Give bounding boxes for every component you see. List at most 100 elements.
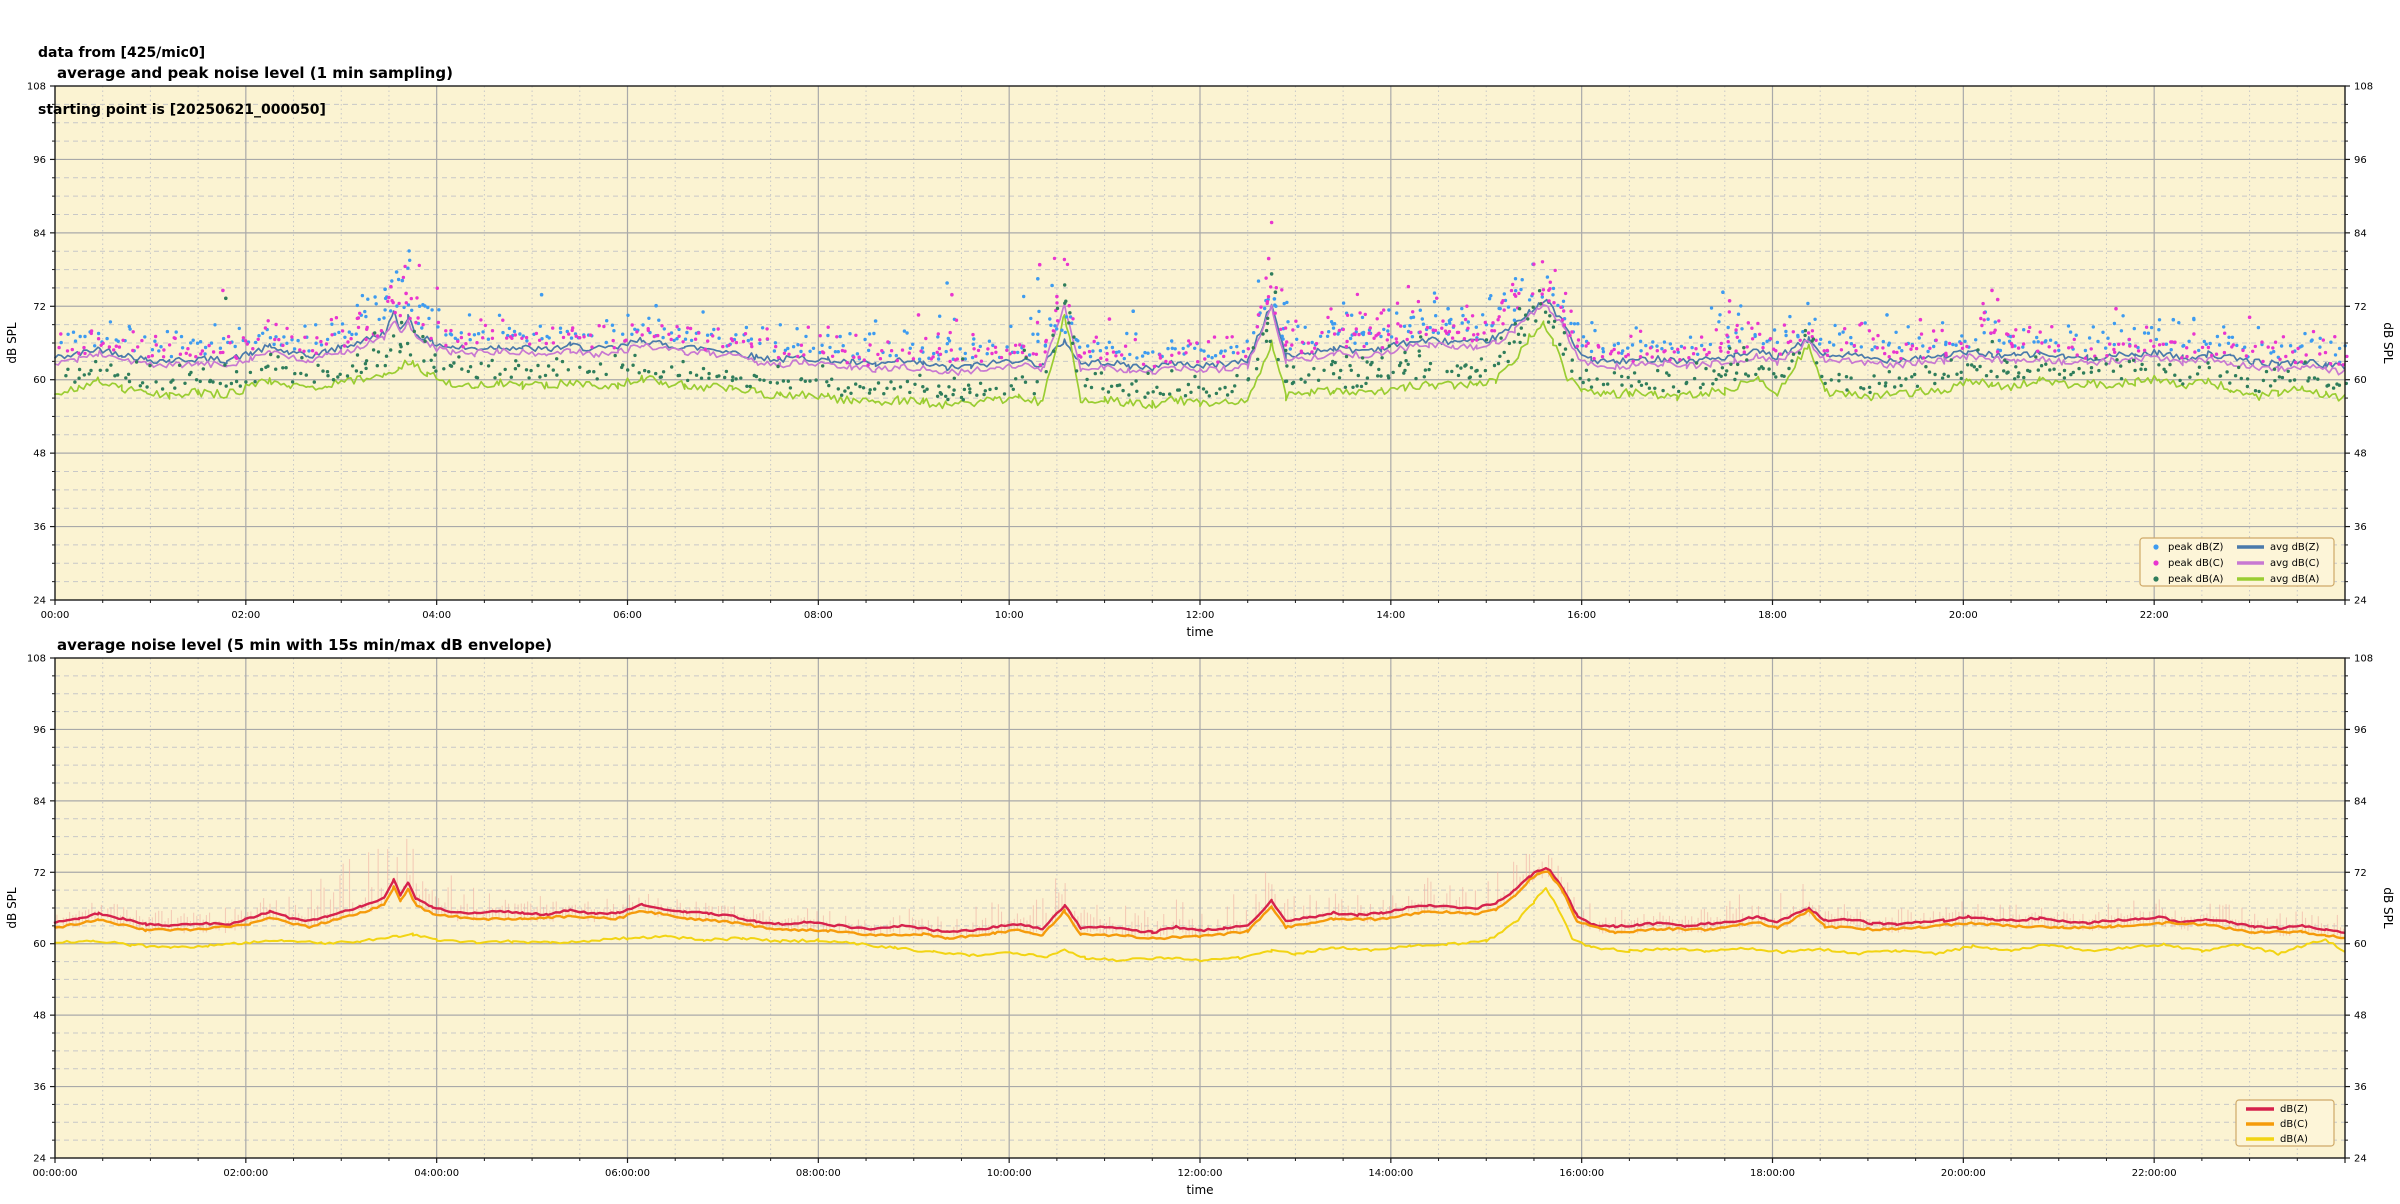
y-tick-label-left: 24 [33,596,46,607]
scatter-point [1558,342,1562,347]
scatter-point [1222,354,1226,359]
scatter-point [1099,356,1103,360]
scatter-point [885,386,889,390]
scatter-point [1498,306,1502,311]
x-tick-label: 14:00:00 [1368,1168,1413,1179]
scatter-point [1970,363,1974,367]
scatter-point [1568,333,1572,338]
scatter-point [150,354,154,358]
scatter-point [1982,318,1986,322]
scatter-point [459,335,464,340]
scatter-point [1839,348,1844,352]
scatter-point [235,356,239,360]
scatter-point [444,329,448,333]
scatter-point [1982,311,1987,315]
scatter-point [66,367,70,371]
scatter-point [1782,323,1787,327]
scatter-point [154,380,158,384]
scatter-point [340,329,345,333]
scatter-point [1514,294,1518,298]
scatter-point [1998,348,2003,353]
scatter-point [226,334,231,339]
scatter-point [1512,318,1517,322]
scatter-point [963,351,967,356]
scatter-point [827,383,831,388]
scatter-point [1204,390,1209,394]
scatter-point [188,353,192,357]
scatter-point [1422,375,1427,379]
scatter-point [1189,390,1193,394]
scatter-outlier [1995,297,2000,302]
scatter-point [604,372,608,377]
scatter-point [2193,350,2197,354]
scatter-point [991,343,995,348]
scatter-point [2291,350,2295,354]
scatter-point [1445,331,1449,335]
scatter-point [582,335,586,339]
scatter-point [1791,330,1796,334]
scatter-point [1742,346,1746,350]
scatter-point [290,335,294,339]
scatter-point [873,387,877,391]
scatter-point [373,331,377,335]
scatter-point [1329,307,1333,311]
scatter-peak_dbc [57,256,2349,369]
scatter-point [818,350,822,355]
scatter-point [1512,340,1516,344]
scatter-point [501,330,505,335]
scatter-point [808,379,812,383]
series-line-dba_b [54,887,2346,963]
scatter-point [2021,345,2025,349]
scatter-point [867,332,872,336]
scatter-point [2321,338,2325,342]
scatter-point [1206,340,1211,344]
scatter-point [538,324,542,328]
scatter-point [2233,374,2238,378]
scatter-point [949,348,953,352]
scatter-point [1280,334,1284,338]
scatter-point [1940,328,1944,333]
scatter-point [1466,326,1470,330]
scatter-point [472,333,477,337]
scatter-point [1360,315,1365,320]
scatter-point [2173,340,2177,344]
scatter-point [1264,339,1269,343]
scatter-point [962,387,967,392]
scatter-point [1645,352,1649,356]
scatter-point [343,335,347,339]
scatter-point [2032,340,2036,344]
scatter-point [2185,354,2189,359]
scatter-point [324,342,329,346]
scatter-point [371,348,376,352]
scatter-point [1919,332,1924,336]
scatter-point [1612,343,1617,347]
scatter-point [1562,323,1567,327]
scatter-outlier [539,292,544,297]
scatter-outlier [2247,315,2252,320]
scatter-point [524,335,529,340]
scatter-point [775,381,779,385]
scatter-point [993,345,998,349]
scatter-point [1570,358,1575,362]
scatter-point [412,329,416,334]
scatter-point [727,343,731,347]
scatter-point [1364,381,1368,386]
scatter-point [1011,387,1015,391]
scatter-point [979,359,984,363]
scatter-point [2341,363,2345,367]
scatter-point [2227,335,2231,339]
scatter-point [398,313,402,318]
scatter-point [1072,335,1076,339]
scatter-point [1616,341,1621,346]
scatter-point [1408,324,1412,328]
scatter-point [1332,322,1337,326]
scatter-point [1255,325,1260,329]
scatter-point [486,364,491,368]
chart-title: average and peak noise level (1 min samp… [57,64,453,82]
scatter-point [1610,349,1614,353]
scatter-point [743,332,748,336]
scatter-point [858,384,862,389]
scatter-point [1478,374,1483,378]
scatter-point [228,341,232,345]
scatter-point [2121,342,2125,346]
